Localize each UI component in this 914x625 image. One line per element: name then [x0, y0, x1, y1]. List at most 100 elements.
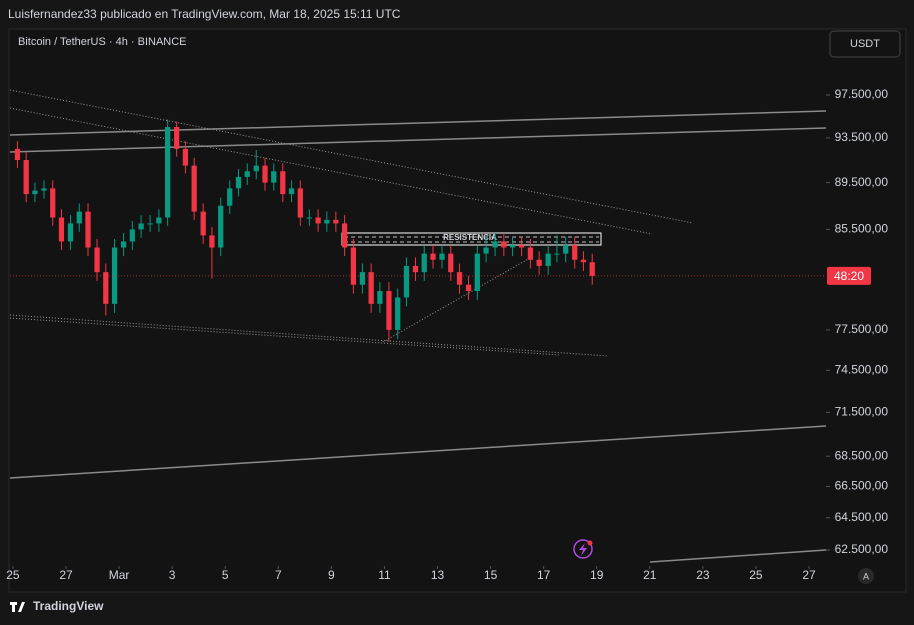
candle-body [572, 245, 578, 260]
trend-line [649, 549, 827, 563]
candle-body [306, 217, 312, 219]
currency-button[interactable] [829, 30, 901, 58]
candle-body [350, 247, 357, 285]
dotted-line [9, 89, 694, 224]
candle-body [218, 205, 224, 248]
lightning-icon[interactable] [573, 539, 593, 559]
header-text: Luisfernandez33 publicado en TradingView… [8, 7, 401, 21]
candle-body [518, 245, 525, 248]
candle-body [147, 223, 153, 225]
symbol-title: Bitcoin / TetherUS · 4h · BINANCE [18, 36, 187, 48]
candle-body [67, 223, 74, 242]
candle-body [297, 188, 303, 218]
candle-body [174, 127, 180, 149]
candle-body [465, 284, 472, 292]
candle-body [412, 265, 419, 273]
logo-text: TradingView [33, 599, 104, 613]
annotation: RESISTENCIA [443, 233, 497, 242]
candle-body [94, 247, 100, 273]
candle-body [430, 253, 436, 260]
candle-body [227, 188, 233, 206]
candle-body [235, 176, 242, 189]
dotted-line [382, 257, 531, 343]
currency-label[interactable]: USDT [850, 38, 880, 50]
y-tick-label: 68.500,00 [835, 448, 889, 462]
candle-body [456, 272, 463, 285]
x-tick-label: 25 [6, 568, 20, 582]
trend-line [9, 425, 827, 479]
auto-label[interactable]: A [863, 571, 869, 581]
candle-body [474, 253, 480, 292]
candle-body [76, 211, 82, 224]
y-tick-label: 62.500,00 [835, 542, 889, 556]
auto-button[interactable] [858, 568, 874, 584]
icon-ring[interactable] [573, 539, 593, 559]
candle-body [244, 171, 250, 177]
trend-line [9, 110, 827, 136]
drawings [9, 89, 827, 563]
y-tick-label: 66.500,00 [835, 479, 889, 493]
candle-body [111, 247, 118, 304]
chart-panel [8, 28, 907, 593]
candle-body [280, 171, 286, 195]
candle-body [589, 262, 595, 276]
candle-body [103, 272, 109, 304]
candle-body [165, 127, 171, 218]
candle-body [191, 165, 197, 212]
y-tick-label: 64.500,00 [835, 510, 889, 524]
candle-body [448, 253, 454, 273]
candle-body [563, 245, 569, 254]
x-tick-label: 27 [802, 568, 816, 582]
x-tick-label: 19 [590, 568, 604, 582]
y-tick-label: 74.500,00 [835, 362, 889, 376]
x-tick-label: 5 [222, 568, 229, 582]
y-tick-label: 71.500,00 [835, 405, 889, 419]
icon-dot[interactable] [587, 540, 593, 546]
candle-body [85, 211, 91, 248]
x-tick-label: 27 [59, 568, 73, 582]
candle-body [156, 217, 162, 224]
y-tick-label: 89.500,00 [835, 175, 889, 189]
x-tick-label: 9 [328, 568, 335, 582]
candle-body [421, 253, 427, 273]
candle-body [271, 171, 277, 183]
candle-body [324, 219, 330, 224]
candle-body [120, 241, 127, 248]
x-tick-label: Mar [109, 568, 130, 582]
x-tick-label: 15 [484, 568, 498, 582]
y-tick-label: 93.500,00 [835, 130, 889, 144]
icon-bolt[interactable] [579, 543, 587, 556]
candle-body [315, 217, 321, 224]
dotted-line [9, 314, 609, 357]
candle-body [536, 259, 542, 266]
y-tick-label: 97.500,00 [835, 87, 889, 101]
candle-body [377, 291, 383, 304]
candle-body [368, 272, 374, 304]
countdown-label: 48:20 [834, 269, 864, 283]
x-tick-label: 21 [643, 568, 657, 582]
trend-line [9, 127, 827, 153]
candle-body [359, 272, 366, 285]
candle-body [14, 148, 21, 161]
candle-body [580, 259, 587, 263]
candle-body [58, 217, 65, 242]
candle-body [501, 241, 507, 248]
candle-body [554, 253, 560, 255]
candle-body [32, 190, 38, 195]
candle-body [23, 160, 29, 195]
candle-body [182, 148, 189, 166]
candle-body [209, 235, 215, 248]
candle-body [492, 241, 498, 248]
candle-body [483, 247, 489, 254]
logo-icon [10, 602, 25, 612]
candle-body [545, 253, 551, 266]
candle-body [386, 291, 392, 330]
candle-body [439, 253, 445, 260]
plot-layer: 97.500,00 93.500,00 89.500,00 85.500,00 77.5… [6, 87, 888, 582]
candle-body [138, 223, 144, 230]
dotted-line [9, 317, 561, 356]
x-tick-label: 23 [696, 568, 710, 582]
footer-logo: TradingView [10, 599, 104, 613]
